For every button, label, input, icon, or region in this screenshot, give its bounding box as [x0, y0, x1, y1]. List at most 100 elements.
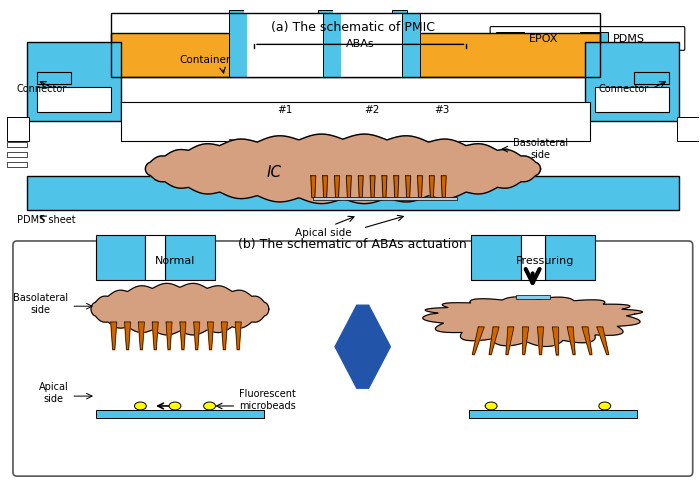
Polygon shape: [382, 176, 387, 197]
Polygon shape: [506, 327, 514, 355]
Text: #2: #2: [364, 105, 379, 115]
Polygon shape: [346, 176, 351, 197]
Text: Apical side: Apical side: [295, 228, 351, 238]
Bar: [36, 72, 71, 84]
Bar: [244, 10, 318, 77]
Bar: [230, 13, 247, 77]
Bar: [471, 235, 521, 279]
Bar: [36, 87, 111, 111]
Text: Normal: Normal: [155, 256, 195, 266]
Bar: [7, 132, 27, 137]
Bar: [27, 176, 679, 210]
Bar: [111, 13, 600, 77]
Text: Connector: Connector: [17, 84, 67, 94]
Text: #1: #1: [277, 105, 293, 115]
FancyBboxPatch shape: [490, 26, 685, 50]
Bar: [27, 42, 120, 121]
Bar: [120, 102, 590, 141]
Bar: [333, 10, 391, 77]
Ellipse shape: [598, 402, 610, 410]
Polygon shape: [91, 283, 269, 335]
Polygon shape: [582, 327, 592, 355]
Polygon shape: [166, 322, 172, 349]
Bar: [7, 117, 29, 141]
Bar: [580, 32, 608, 48]
Text: (b) The schematic of ABAs actuation: (b) The schematic of ABAs actuation: [239, 238, 467, 251]
Text: Apical
side: Apical side: [38, 383, 69, 404]
Polygon shape: [125, 322, 130, 349]
Polygon shape: [597, 327, 609, 355]
Bar: [341, 13, 402, 77]
Polygon shape: [567, 327, 575, 355]
Polygon shape: [538, 327, 543, 355]
Ellipse shape: [169, 402, 181, 410]
Bar: [230, 10, 244, 77]
Ellipse shape: [204, 402, 216, 410]
Polygon shape: [139, 322, 144, 349]
Bar: [402, 13, 420, 77]
Polygon shape: [423, 297, 643, 347]
Bar: [314, 196, 456, 201]
Ellipse shape: [134, 402, 146, 410]
Bar: [7, 142, 27, 147]
Polygon shape: [429, 176, 434, 197]
Bar: [392, 10, 407, 77]
Text: Container: Container: [179, 55, 230, 65]
Bar: [516, 295, 550, 299]
Text: Basolateral
side: Basolateral side: [513, 138, 568, 160]
Bar: [496, 32, 524, 48]
Text: Basolateral
side: Basolateral side: [13, 293, 69, 315]
Polygon shape: [146, 134, 540, 204]
Bar: [323, 13, 341, 77]
Polygon shape: [311, 176, 316, 197]
Text: IC: IC: [266, 165, 281, 180]
Polygon shape: [489, 327, 499, 355]
FancyBboxPatch shape: [13, 241, 693, 476]
Text: Pressuring: Pressuring: [517, 256, 575, 266]
Polygon shape: [370, 176, 375, 197]
Bar: [146, 235, 165, 279]
Text: #3: #3: [434, 105, 449, 115]
Bar: [545, 235, 595, 279]
Bar: [96, 235, 146, 279]
Text: Repeat: Repeat: [344, 329, 381, 339]
Bar: [677, 117, 699, 141]
Bar: [402, 139, 420, 144]
Polygon shape: [235, 322, 241, 349]
Polygon shape: [208, 322, 213, 349]
Text: (a) The schematic of PMIC: (a) The schematic of PMIC: [271, 21, 435, 34]
Bar: [247, 13, 323, 77]
Polygon shape: [417, 176, 423, 197]
Polygon shape: [394, 176, 399, 197]
Bar: [165, 235, 214, 279]
Text: PDMS: PDMS: [612, 35, 645, 45]
Bar: [470, 410, 638, 418]
Polygon shape: [194, 322, 199, 349]
Polygon shape: [523, 327, 528, 355]
Text: Fluorescent
microbeads: Fluorescent microbeads: [239, 389, 296, 411]
Polygon shape: [335, 305, 391, 388]
Ellipse shape: [485, 402, 497, 410]
Polygon shape: [552, 327, 559, 355]
Bar: [634, 72, 669, 84]
Bar: [585, 42, 679, 121]
Polygon shape: [358, 176, 363, 197]
Text: ABAs: ABAs: [345, 39, 374, 49]
Polygon shape: [441, 176, 446, 197]
Bar: [111, 33, 600, 77]
Text: EPOX: EPOX: [528, 35, 558, 45]
Text: Connector: Connector: [599, 84, 649, 94]
Bar: [7, 162, 27, 167]
Bar: [318, 10, 333, 77]
Polygon shape: [180, 322, 186, 349]
Polygon shape: [406, 176, 411, 197]
Bar: [521, 235, 545, 279]
Polygon shape: [111, 322, 117, 349]
Text: PDMS sheet: PDMS sheet: [17, 216, 76, 225]
Polygon shape: [153, 322, 158, 349]
Polygon shape: [335, 176, 339, 197]
Bar: [230, 139, 247, 144]
Bar: [7, 152, 27, 157]
Bar: [595, 87, 669, 111]
Polygon shape: [221, 322, 228, 349]
